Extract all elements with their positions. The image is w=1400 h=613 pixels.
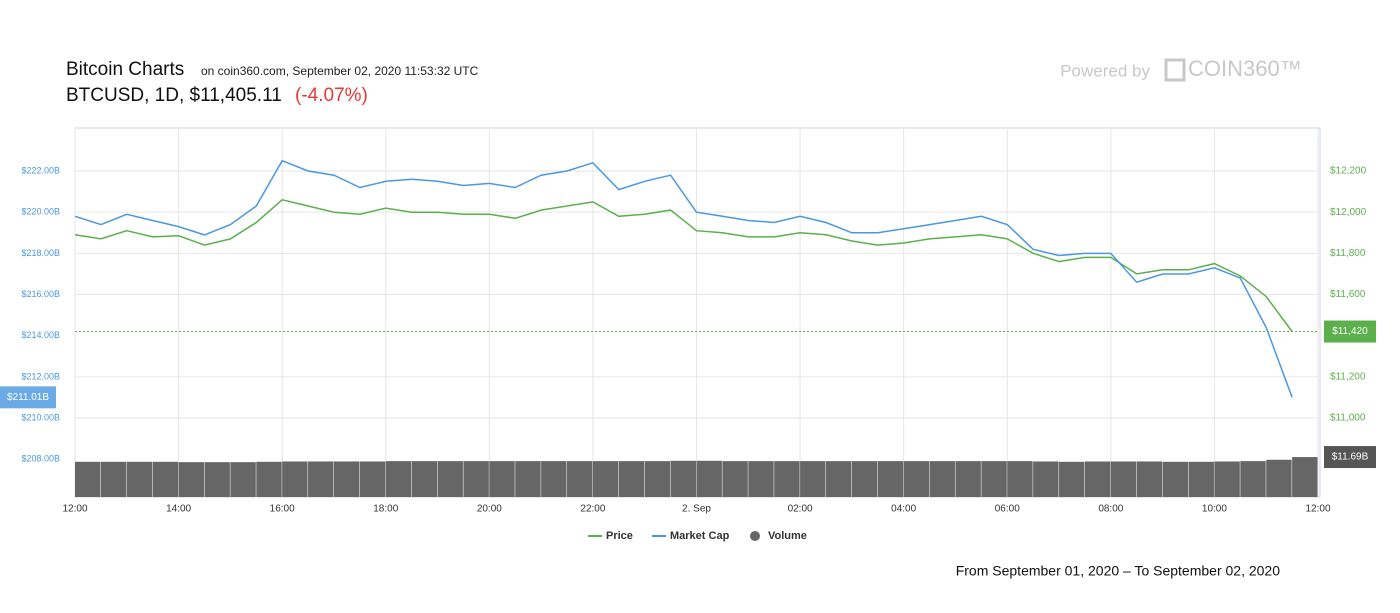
series-line bbox=[74, 159, 1293, 398]
x-tick-label: 02:00 bbox=[788, 504, 813, 515]
volume-bar bbox=[800, 461, 826, 497]
ticker: BTCUSD, 1D, $11,405.11 bbox=[66, 85, 282, 106]
volume-bar bbox=[230, 462, 256, 497]
volume-bar bbox=[100, 461, 127, 497]
logo: COIN360™ bbox=[1188, 56, 1302, 81]
y2-tick-label: $11,600 bbox=[1330, 289, 1366, 300]
legend-marker bbox=[750, 531, 760, 541]
x-tick-label: 08:00 bbox=[1098, 504, 1123, 515]
volume-bar bbox=[463, 461, 489, 497]
volume-bar bbox=[178, 462, 204, 497]
y2-tick-label: $11,000 bbox=[1330, 413, 1366, 424]
y-tick-label: $218.00B bbox=[21, 248, 60, 258]
y2-tick-label: $11,200 bbox=[1330, 371, 1366, 382]
volume-bar bbox=[204, 462, 230, 497]
volume-bar bbox=[774, 461, 800, 497]
volume-bar bbox=[877, 461, 904, 497]
volume-bar bbox=[1292, 457, 1318, 497]
volume-bar bbox=[411, 461, 438, 497]
y-tick-label: $222.00B bbox=[21, 165, 60, 175]
volume-bar bbox=[1059, 461, 1085, 497]
volume-bar bbox=[1266, 459, 1292, 497]
x-tick-label: 22:00 bbox=[580, 504, 605, 515]
price-marker-label: $11,420 bbox=[1332, 326, 1368, 337]
volume-bar bbox=[748, 461, 774, 497]
logo-icon bbox=[1164, 58, 1186, 82]
volume-bar bbox=[359, 461, 386, 497]
volume-bar bbox=[851, 461, 878, 497]
volume-bar bbox=[1188, 461, 1214, 497]
x-tick-label: 14:00 bbox=[166, 504, 191, 515]
volume-bar bbox=[126, 461, 153, 497]
volume-bar bbox=[152, 461, 179, 497]
volume-bar bbox=[670, 460, 696, 497]
x-tick-label: 16:00 bbox=[270, 504, 295, 515]
legend-label: Market Cap bbox=[670, 530, 730, 542]
volume-bar bbox=[489, 461, 515, 497]
source: on coin360.com, September 02, 2020 11:53… bbox=[201, 64, 479, 78]
powered-by: Powered by bbox=[1060, 61, 1150, 80]
volume-bar bbox=[1084, 461, 1111, 497]
volume-bar bbox=[981, 461, 1007, 497]
volume-bar bbox=[567, 461, 593, 497]
volume-bar bbox=[644, 461, 671, 497]
volume-bar bbox=[1007, 461, 1033, 497]
x-tick-label: 04:00 bbox=[891, 504, 916, 515]
x-tick-label: 12:00 bbox=[1305, 504, 1330, 515]
mcap-marker-label: $211.01B bbox=[7, 392, 49, 403]
volume-bar bbox=[1162, 461, 1189, 497]
volume-bar bbox=[929, 461, 955, 497]
volume-bar bbox=[515, 461, 541, 497]
y2-tick-label: $12,000 bbox=[1330, 207, 1367, 218]
volume-bar bbox=[592, 461, 619, 497]
x-tick-label: 12:00 bbox=[62, 504, 87, 515]
volume-bar bbox=[308, 461, 334, 497]
chart-title: Bitcoin Charts bbox=[66, 59, 184, 80]
volume-bar bbox=[1240, 461, 1266, 497]
volume-bar bbox=[825, 461, 852, 497]
y-tick-label: $212.00B bbox=[21, 371, 60, 381]
plot-frame bbox=[74, 127, 1321, 498]
volume-marker bbox=[1324, 446, 1376, 469]
y-tick-label: $216.00B bbox=[21, 289, 60, 299]
x-tick-label: 18:00 bbox=[373, 504, 398, 515]
volume-bar bbox=[1136, 461, 1163, 497]
volume-marker-label: $11.69B bbox=[1332, 452, 1369, 463]
mcap-marker bbox=[0, 386, 56, 409]
volume-bar bbox=[1214, 461, 1240, 497]
x-tick-label: 2. Sep bbox=[682, 504, 711, 515]
x-tick-label: 06:00 bbox=[995, 504, 1020, 515]
volume-bar bbox=[333, 461, 360, 497]
volume-bar bbox=[541, 461, 567, 497]
series-line bbox=[74, 198, 1293, 332]
volume-bar bbox=[75, 461, 101, 497]
price-marker bbox=[1324, 320, 1376, 343]
y-tick-label: $210.00B bbox=[21, 413, 60, 423]
y-tick-label: $220.00B bbox=[21, 207, 60, 217]
volume-bar bbox=[955, 461, 981, 497]
y2-tick-label: $11,800 bbox=[1330, 248, 1366, 259]
change: (-4.07%) bbox=[295, 85, 368, 106]
volume-bar bbox=[903, 461, 930, 497]
legend-label: Price bbox=[606, 530, 633, 542]
footer: From September 01, 2020 – To September 0… bbox=[956, 563, 1280, 579]
volume-bar bbox=[722, 461, 748, 497]
legend-label: Volume bbox=[768, 530, 807, 542]
x-tick-label: 20:00 bbox=[477, 504, 502, 515]
volume-bar bbox=[437, 461, 463, 497]
volume-bar bbox=[696, 460, 722, 497]
y-tick-label: $214.00B bbox=[21, 330, 60, 340]
volume-bar bbox=[1033, 461, 1059, 497]
y2-tick-label: $12,200 bbox=[1330, 166, 1367, 177]
volume-bar bbox=[282, 461, 308, 497]
x-tick-label: 10:00 bbox=[1202, 504, 1227, 515]
volume-bar bbox=[1110, 461, 1137, 497]
volume-bar bbox=[618, 461, 645, 497]
volume-bar bbox=[385, 461, 412, 497]
y-tick-label: $208.00B bbox=[21, 454, 60, 464]
volume-bar bbox=[256, 461, 282, 497]
